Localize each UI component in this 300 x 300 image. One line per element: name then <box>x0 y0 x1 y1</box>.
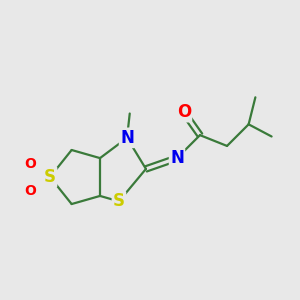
Text: O: O <box>24 157 36 170</box>
Text: S: S <box>113 192 125 210</box>
Text: N: N <box>170 149 184 167</box>
Text: O: O <box>177 103 191 121</box>
Text: O: O <box>24 184 36 197</box>
Text: S: S <box>44 168 56 186</box>
Text: N: N <box>120 129 134 147</box>
